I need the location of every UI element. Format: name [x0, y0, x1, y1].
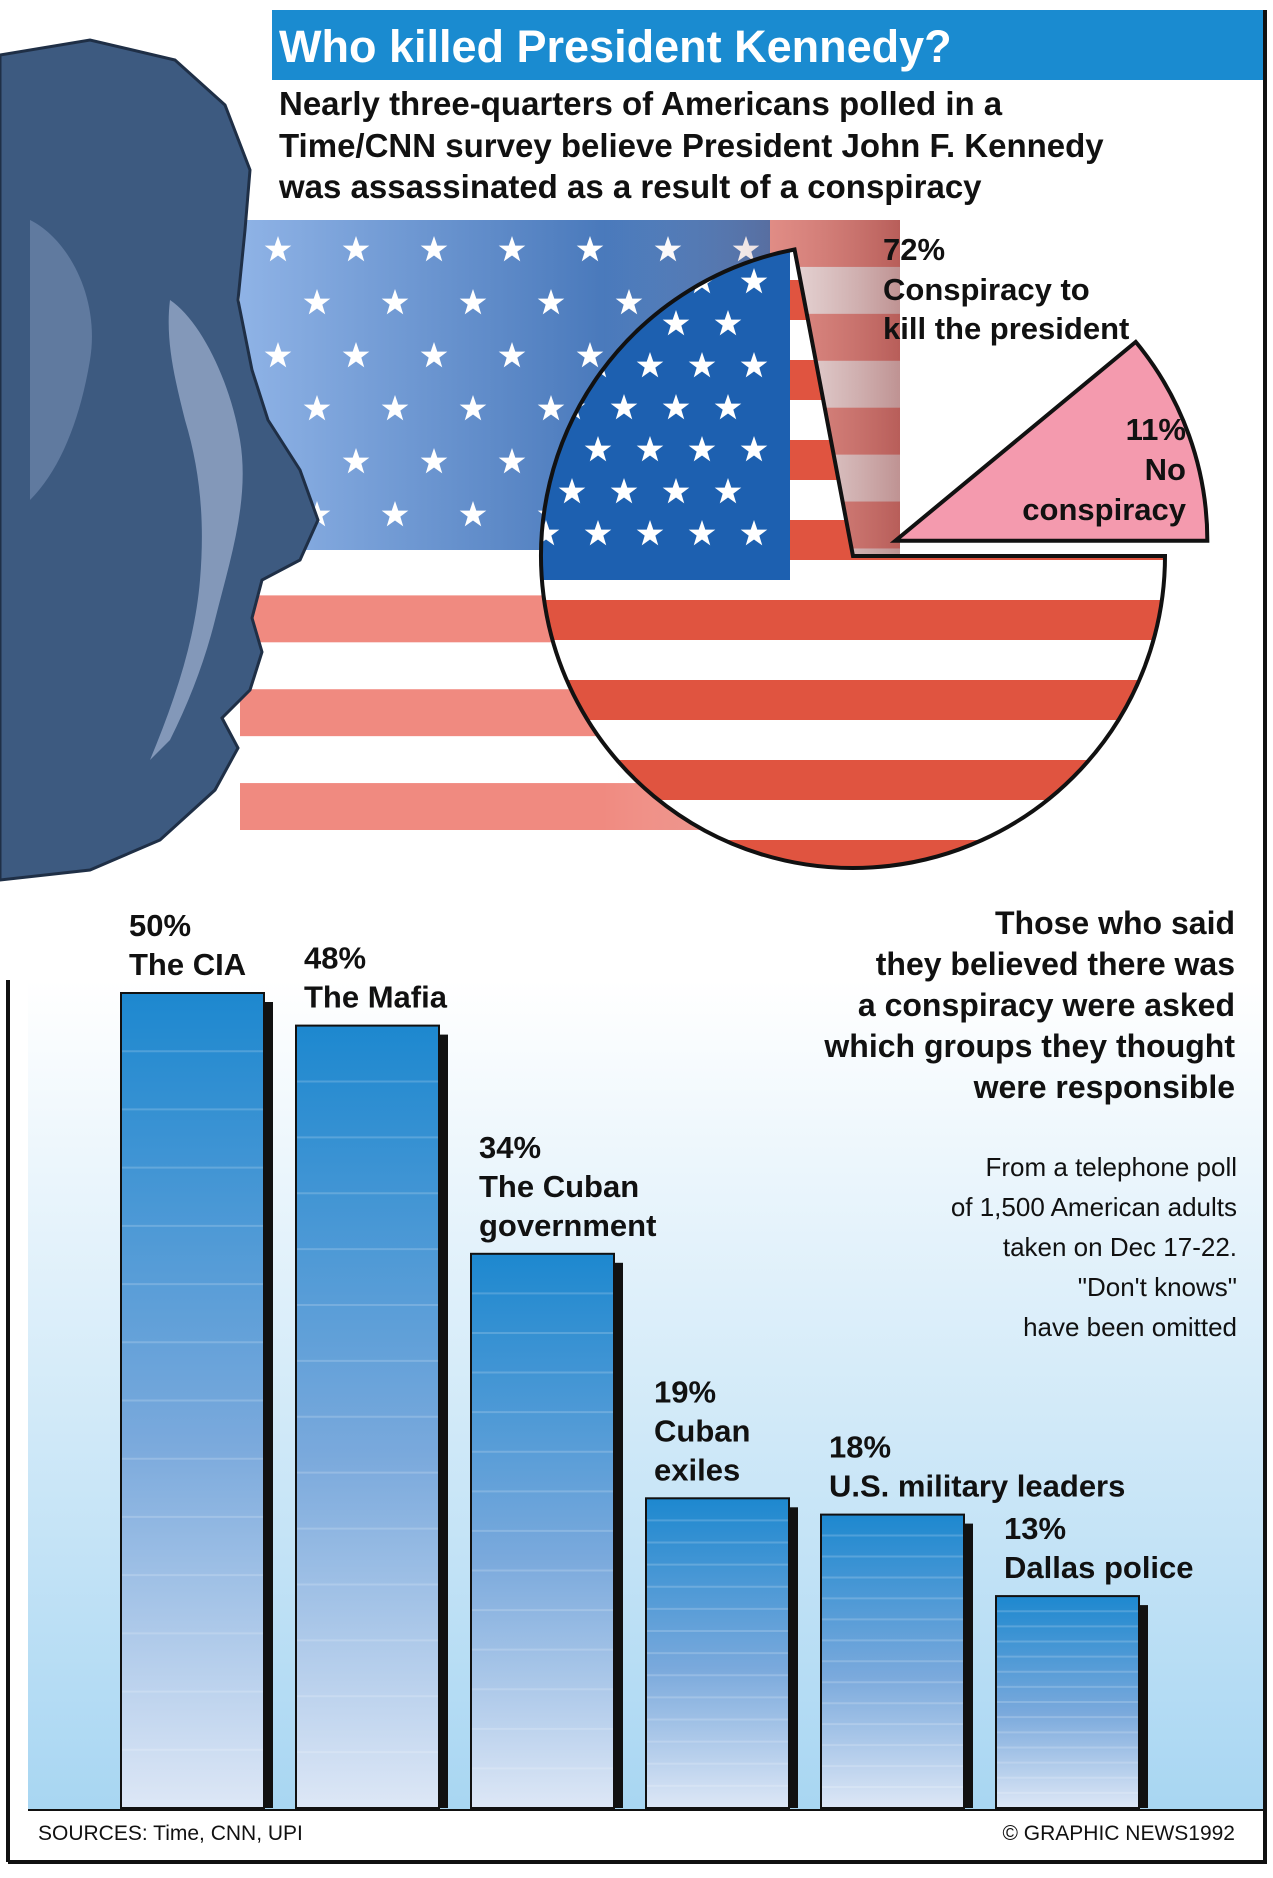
bar	[820, 1513, 965, 1809]
note-line-3: taken on Dec 17-22.	[1003, 1232, 1237, 1262]
question-line-3: a conspiracy were asked	[858, 987, 1235, 1023]
groups-bar-chart: 50% The CIA 48% The Mafia 34% The Cuban govern…	[120, 908, 1194, 1810]
sources: SOURCES: Time, CNN, UPI	[38, 1822, 303, 1845]
note-line-2: of 1,500 American adults	[951, 1192, 1237, 1222]
bar-category-label: exiles	[654, 1452, 740, 1487]
note-line-4: "Don't knows"	[1078, 1272, 1237, 1302]
bar	[995, 1595, 1140, 1809]
bar-value-label: 48%	[304, 941, 366, 976]
bar-value-label: 50%	[129, 908, 191, 943]
pie-flag-stripe	[541, 600, 1165, 640]
bar-category-label: Dallas police	[1004, 1550, 1194, 1585]
bar-value-label: 19%	[654, 1374, 716, 1409]
pie-flag-stripe	[541, 680, 1165, 720]
pie-label-no-conspiracy-line-2: conspiracy	[1022, 492, 1186, 527]
pie-label-conspiracy-pct: 72%	[883, 232, 945, 267]
bar	[295, 1024, 440, 1809]
bar-value-label: 18%	[829, 1430, 891, 1465]
subtitle-line-1: Nearly three-quarters of Americans polle…	[279, 85, 1003, 122]
pie-label-no-conspiracy-pct: 11%	[1126, 412, 1186, 447]
bar-value-label: 34%	[479, 1130, 541, 1165]
bar-category-label: U.S. military leaders	[829, 1469, 1125, 1504]
bar-category-label: The Cuban	[479, 1169, 639, 1204]
subtitle-line-2: Time/CNN survey believe President John F…	[279, 127, 1104, 164]
pie-label-conspiracy-line-1: Conspiracy to	[883, 272, 1090, 307]
pie-slice-conspiracy	[539, 247, 1168, 870]
question-line-1: Those who said	[995, 905, 1235, 941]
pie-slice-no-conspiracy	[889, 339, 1210, 543]
note-line-1: From a telephone poll	[986, 1152, 1237, 1182]
pie-label-conspiracy-line-2: kill the president	[883, 311, 1129, 346]
note-line-5: have been omitted	[1023, 1312, 1237, 1342]
ear-highlight	[30, 220, 92, 500]
profile-highlight	[150, 300, 243, 760]
bar	[120, 992, 265, 1809]
kennedy-profile-silhouette	[0, 38, 320, 882]
question-line-5: were responsible	[973, 1069, 1235, 1105]
credit: © GRAPHIC NEWS1992	[1002, 1822, 1235, 1845]
bar-category-label: government	[479, 1208, 656, 1243]
question-line-2: they believed there was	[876, 946, 1235, 982]
question-line-4: which groups they thought	[823, 1028, 1235, 1064]
pie-label-no-conspiracy-line-1: No	[1145, 452, 1186, 487]
title-banner	[272, 10, 1265, 80]
bar	[470, 1252, 615, 1810]
subtitle-line-3: was assassinated as a result of a conspi…	[278, 168, 982, 205]
bar	[645, 1497, 790, 1810]
bar-category-label: Cuban	[654, 1413, 750, 1448]
bar-category-label: The Mafia	[304, 980, 448, 1015]
bar-value-label: 13%	[1004, 1511, 1066, 1546]
bar-category-label: The CIA	[129, 947, 246, 982]
title: Who killed President Kennedy?	[279, 21, 952, 72]
